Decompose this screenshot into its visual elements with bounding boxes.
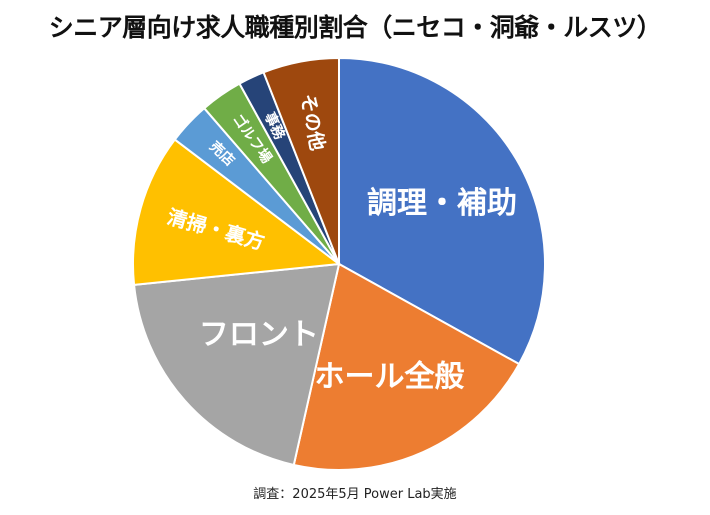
chart-title: シニア層向け求人職種別割合（ニセコ・洞爺・ルスツ）: [48, 13, 662, 42]
source-note: 調査：2025年5月 Power Lab実施: [253, 487, 457, 502]
slice-label: フロント: [199, 318, 319, 353]
pie-slice: [292, 262, 521, 471]
pie-slice: [132, 262, 341, 467]
pie-slice: [262, 56, 340, 265]
slice-label: ホール全般: [315, 359, 465, 394]
slice-label: 調理・補助: [367, 186, 517, 221]
pie-slice: [132, 138, 342, 286]
pie-slice: [338, 56, 546, 366]
